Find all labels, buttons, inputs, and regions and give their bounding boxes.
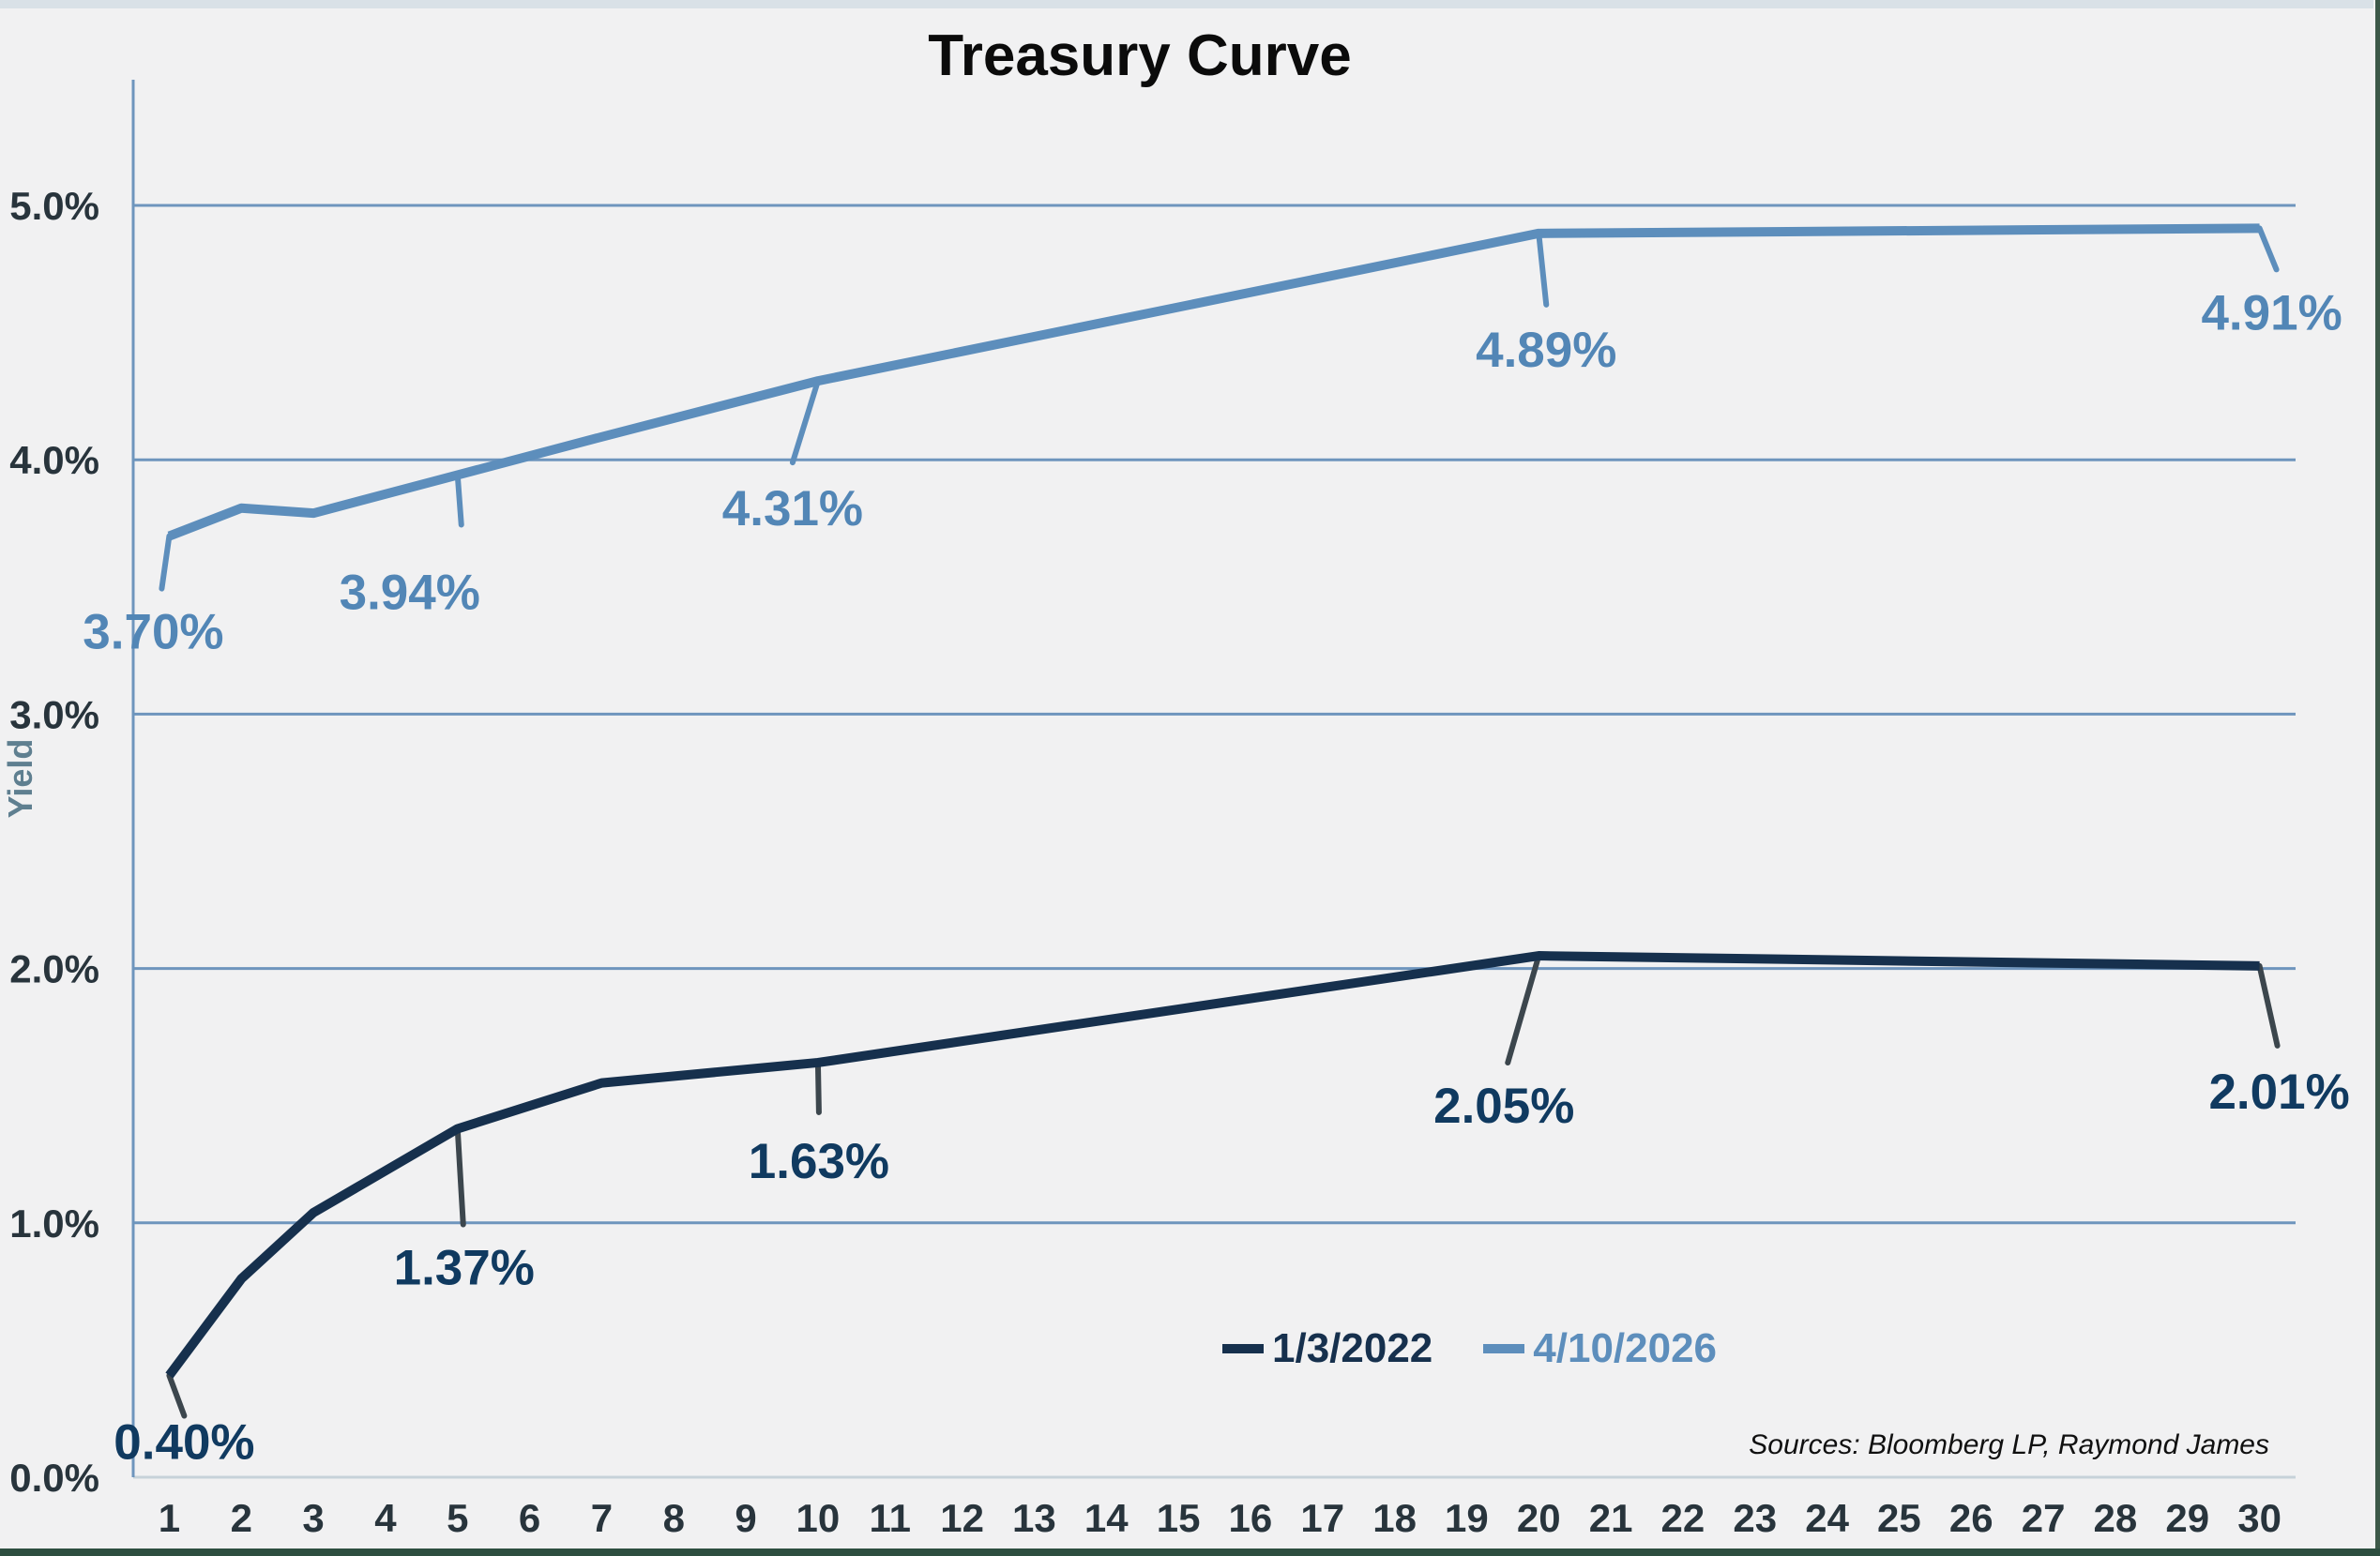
- y-axis-tick-label: 0.0%: [9, 1456, 99, 1500]
- x-axis-tick-label: 12: [940, 1496, 984, 1540]
- y-axis-tick-label: 3.0%: [9, 692, 99, 736]
- x-axis-tick-label: 22: [1661, 1496, 1705, 1540]
- legend-item: 4/10/2026: [1483, 1326, 1717, 1371]
- x-axis-tick-label: 14: [1084, 1496, 1129, 1540]
- data-point-label: 0.40%: [114, 1415, 254, 1471]
- x-axis-tick-label: 26: [1949, 1496, 1993, 1540]
- x-axis-tick-label: 24: [1805, 1496, 1849, 1540]
- data-point-label: 4.89%: [1476, 323, 1616, 378]
- x-axis-tick-label: 16: [1229, 1496, 1273, 1540]
- y-axis-title: Yield: [1, 739, 39, 819]
- x-axis-tick-label: 21: [1589, 1496, 1633, 1540]
- legend-label: 1/3/2022: [1272, 1325, 1433, 1371]
- data-point-label: 1.37%: [394, 1240, 535, 1295]
- x-axis-tick-label: 15: [1157, 1496, 1201, 1540]
- data-point-label: 3.94%: [340, 565, 480, 620]
- legend-item: 1/3/2022: [1222, 1326, 1433, 1371]
- x-axis-tick-label: 27: [2022, 1496, 2066, 1540]
- x-axis-tick-label: 25: [1877, 1496, 1921, 1540]
- x-axis-tick-label: 10: [796, 1496, 841, 1540]
- callout-leader-line: [454, 472, 464, 528]
- x-axis-tick-label: 30: [2237, 1496, 2281, 1540]
- callout-leader-line: [166, 1372, 188, 1419]
- data-point-label: 2.01%: [2208, 1065, 2349, 1120]
- x-axis-tick-label: 4: [374, 1496, 397, 1540]
- callout-leader-line: [2256, 225, 2280, 273]
- legend-dash-icon: [1222, 1344, 1264, 1353]
- callout-leader-line: [814, 1059, 822, 1115]
- callout-leader-line: [1505, 953, 1542, 1066]
- bottom-edge-border: [0, 1548, 2380, 1556]
- right-edge-border: [2375, 0, 2380, 1556]
- chart-title: Treasury Curve: [928, 23, 1352, 88]
- x-axis-tick-label: 6: [519, 1496, 540, 1540]
- callout-leader-line: [2256, 962, 2281, 1049]
- x-axis-tick-label: 1: [159, 1496, 180, 1540]
- x-axis-tick-label: 29: [2165, 1496, 2209, 1540]
- callout-leader-line: [1536, 230, 1550, 308]
- data-point-label: 3.70%: [83, 605, 223, 660]
- x-axis-tick-label: 2: [231, 1496, 252, 1540]
- x-axis-tick-label: 13: [1012, 1496, 1056, 1540]
- callout-leader-line: [454, 1125, 466, 1228]
- y-axis-tick-label: 5.0%: [9, 184, 99, 228]
- data-point-label: 1.63%: [749, 1134, 889, 1189]
- series-line-1-3-2022: [165, 951, 2260, 1379]
- callout-leader-line: [789, 378, 821, 466]
- y-axis-tick-label: 2.0%: [9, 947, 99, 991]
- legend-dash-icon: [1483, 1344, 1525, 1353]
- callout-leader-line: [159, 533, 173, 592]
- y-axis-tick-label: 1.0%: [9, 1201, 99, 1246]
- x-axis-tick-label: 19: [1445, 1496, 1489, 1540]
- x-axis-tick-label: 18: [1372, 1496, 1417, 1540]
- x-axis-tick-label: 9: [735, 1496, 756, 1540]
- x-axis-tick-label: 7: [591, 1496, 613, 1540]
- legend-label: 4/10/2026: [1533, 1325, 1718, 1371]
- legend: 1/3/2022 4/10/2026: [1222, 1326, 1717, 1371]
- top-edge-strip: [0, 0, 2373, 8]
- data-point-label: 4.31%: [722, 481, 863, 536]
- x-axis-tick-label: 20: [1517, 1496, 1561, 1540]
- source-note: Sources: Bloomberg LP, Raymond James: [1749, 1429, 2269, 1460]
- series-line-4-10-2026: [167, 223, 2260, 541]
- x-axis-tick-label: 8: [663, 1496, 685, 1540]
- x-axis-tick-label: 28: [2094, 1496, 2138, 1540]
- data-point-label: 2.05%: [1433, 1079, 1574, 1134]
- data-point-label: 4.91%: [2201, 285, 2342, 340]
- x-axis-tick-label: 11: [870, 1496, 911, 1540]
- x-axis-tick-label: 3: [302, 1496, 324, 1540]
- x-axis-tick-label: 17: [1300, 1496, 1344, 1540]
- y-axis-tick-label: 4.0%: [9, 438, 99, 482]
- x-axis-tick-label: 23: [1733, 1496, 1777, 1540]
- x-axis-tick-label: 5: [447, 1496, 468, 1540]
